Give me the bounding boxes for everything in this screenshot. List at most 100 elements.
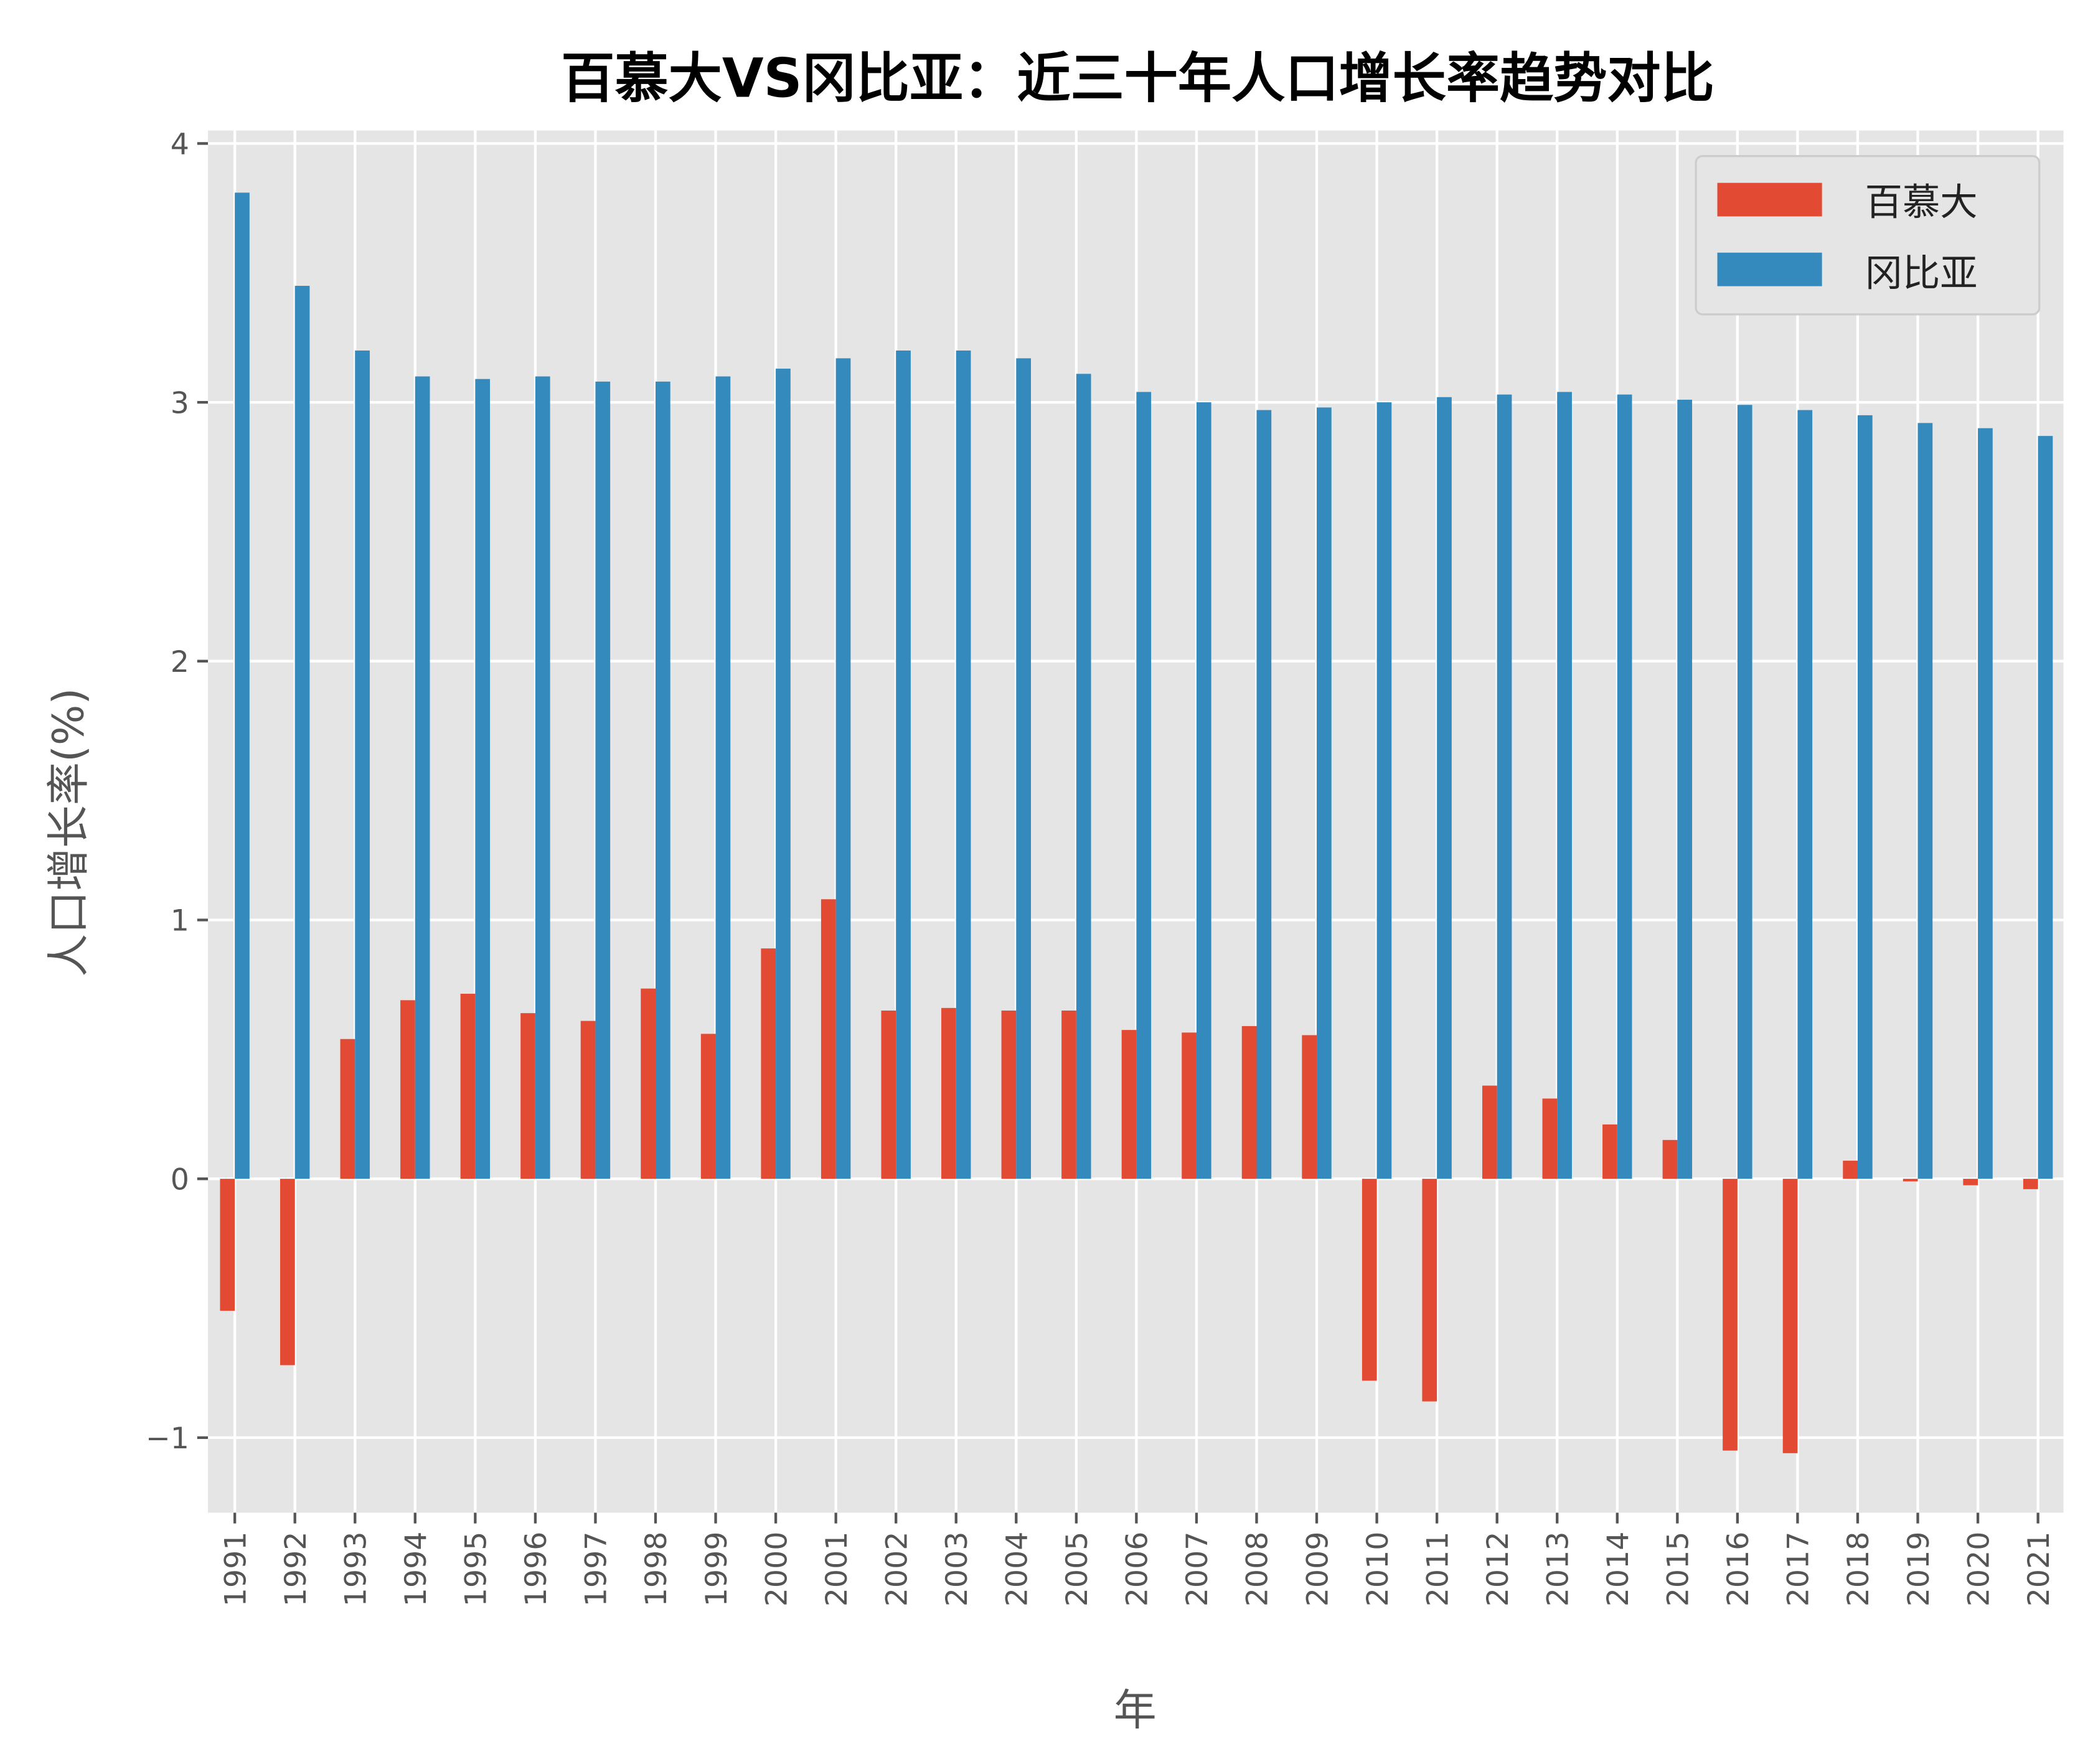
- bar-bermuda-1995: [460, 993, 476, 1179]
- x-tick-label: 2005: [1060, 1532, 1094, 1607]
- x-tick-label: 2006: [1121, 1532, 1155, 1607]
- bar-bermuda-1996: [520, 1013, 535, 1179]
- x-tick-label: 2013: [1541, 1532, 1575, 1607]
- x-tick-label: 1992: [279, 1532, 313, 1607]
- x-tick-label: 2009: [1300, 1532, 1335, 1607]
- bar-gambia-1991: [235, 192, 250, 1179]
- bar-bermuda-1992: [280, 1179, 295, 1365]
- bar-gambia-2016: [1737, 405, 1752, 1179]
- x-tick-label: 2000: [760, 1532, 794, 1607]
- bar-gambia-2011: [1437, 397, 1452, 1179]
- bar-gambia-2008: [1256, 410, 1272, 1179]
- x-tick-label: 2015: [1662, 1532, 1696, 1607]
- x-tick-label: 2018: [1841, 1532, 1876, 1607]
- bar-gambia-2018: [1857, 415, 1873, 1179]
- bar-gambia-2005: [1076, 374, 1091, 1179]
- bar-gambia-2021: [2038, 436, 2053, 1179]
- bar-gambia-2012: [1497, 394, 1512, 1179]
- y-tick-label: 1: [171, 904, 189, 938]
- bar-gambia-1992: [294, 286, 310, 1179]
- bar-bermuda-2002: [881, 1010, 896, 1179]
- bar-gambia-2004: [1016, 358, 1032, 1179]
- x-tick-label: 2004: [1000, 1532, 1035, 1607]
- x-tick-label: 1998: [639, 1532, 674, 1607]
- bar-bermuda-2012: [1482, 1085, 1497, 1179]
- y-tick-label: 2: [171, 645, 189, 679]
- x-tick-label: 2019: [1902, 1532, 1936, 1607]
- bar-gambia-1995: [475, 379, 491, 1179]
- bar-bermuda-2007: [1182, 1032, 1197, 1179]
- x-tick-label: 2016: [1721, 1532, 1756, 1607]
- legend-label-bermuda: 百慕大: [1865, 181, 1978, 224]
- x-tick-label: 2001: [820, 1532, 854, 1607]
- bar-bermuda-2008: [1241, 1026, 1257, 1179]
- bar-bermuda-1991: [220, 1179, 235, 1311]
- bar-bermuda-1994: [400, 1000, 415, 1179]
- x-tick-label: 2008: [1241, 1532, 1275, 1607]
- bar-bermuda-2014: [1602, 1124, 1617, 1179]
- bar-bermuda-1999: [700, 1034, 716, 1179]
- bar-gambia-2019: [1917, 423, 1933, 1179]
- bar-gambia-2015: [1677, 399, 1693, 1179]
- bar-gambia-2017: [1797, 410, 1813, 1179]
- chart-title: 百慕大VS冈比亚：近三十年人口增长率趋势对比: [561, 48, 1714, 110]
- bar-gambia-1993: [355, 350, 370, 1179]
- bar-bermuda-2018: [1843, 1161, 1858, 1179]
- bar-bermuda-2021: [2023, 1179, 2038, 1189]
- bar-gambia-1999: [715, 376, 731, 1179]
- bar-bermuda-2003: [941, 1007, 956, 1179]
- legend: 百慕大 冈比亚: [1695, 154, 2041, 316]
- bar-gambia-2003: [956, 350, 971, 1179]
- x-tick-label: 2017: [1782, 1532, 1816, 1607]
- x-tick-label: 1994: [399, 1532, 433, 1607]
- x-tick-label: 1991: [219, 1532, 253, 1607]
- bar-bermuda-2011: [1422, 1179, 1437, 1402]
- legend-label-gambia: 冈比亚: [1865, 252, 1978, 296]
- bar-gambia-2007: [1196, 402, 1211, 1179]
- bar-bermuda-2005: [1061, 1010, 1076, 1179]
- y-tick-label: 4: [171, 128, 189, 162]
- x-tick-label: 2011: [1421, 1532, 1455, 1607]
- bar-gambia-2020: [1978, 428, 1993, 1179]
- bar-gambia-2013: [1557, 392, 1572, 1179]
- x-tick-label: 1996: [519, 1532, 553, 1607]
- bar-bermuda-2009: [1302, 1035, 1317, 1179]
- bar-bermuda-2004: [1001, 1010, 1017, 1179]
- bar-gambia-1996: [535, 376, 550, 1179]
- bar-gambia-2002: [896, 350, 911, 1179]
- x-tick-label: 1993: [339, 1532, 373, 1607]
- bar-bermuda-2019: [1903, 1179, 1918, 1182]
- x-tick-label: 2003: [940, 1532, 974, 1607]
- bar-bermuda-2010: [1362, 1179, 1377, 1381]
- bar-gambia-1998: [655, 381, 670, 1179]
- y-axis-label: 人口增长率(%): [44, 688, 94, 977]
- x-tick-label: 2012: [1481, 1532, 1515, 1607]
- bar-bermuda-2001: [821, 899, 836, 1179]
- legend-swatch-gambia: [1717, 252, 1822, 286]
- bar-bermuda-1998: [641, 988, 656, 1179]
- bar-gambia-2009: [1317, 407, 1332, 1179]
- bar-gambia-2000: [776, 369, 791, 1179]
- x-tick-label: 1995: [459, 1532, 494, 1607]
- bar-bermuda-2006: [1121, 1030, 1137, 1179]
- y-tick-label: 0: [171, 1163, 189, 1197]
- x-tick-label: 2007: [1180, 1532, 1215, 1607]
- bar-bermuda-2020: [1963, 1179, 1978, 1186]
- x-tick-label: 2002: [880, 1532, 914, 1607]
- bar-gambia-1997: [595, 381, 611, 1179]
- bar-gambia-1994: [415, 376, 430, 1179]
- x-tick-label: 1997: [580, 1532, 614, 1607]
- y-tick-label: 3: [171, 386, 189, 420]
- bar-gambia-2006: [1136, 392, 1152, 1179]
- bar-gambia-2014: [1617, 394, 1632, 1179]
- bar-bermuda-1993: [340, 1039, 355, 1179]
- y-tick-label: −1: [146, 1422, 189, 1456]
- bar-bermuda-2017: [1782, 1179, 1798, 1453]
- bar-gambia-2001: [835, 358, 851, 1179]
- bar-bermuda-2016: [1723, 1179, 1738, 1451]
- x-axis-label: 年: [1114, 1686, 1157, 1735]
- bar-bermuda-1997: [580, 1021, 596, 1179]
- bar-bermuda-2000: [761, 948, 776, 1179]
- x-tick-label: 1999: [700, 1532, 734, 1607]
